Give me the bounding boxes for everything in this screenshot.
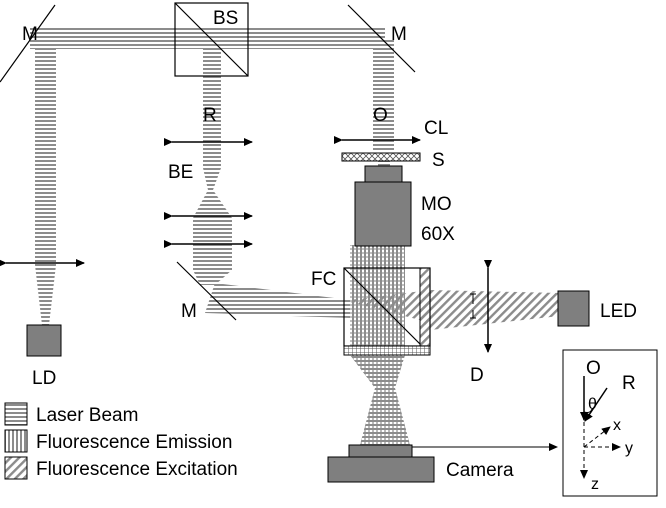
label-filter-cube: FC [311, 269, 336, 290]
component-labels: M BS M R O CL S BE MO 60X FC M LED D LD … [22, 8, 637, 481]
mirrors [0, 4, 416, 321]
top-beam [30, 27, 385, 49]
excitation-filter [419, 267, 431, 347]
label-objective-mag: 60X [421, 224, 455, 245]
laser-beam-paths [30, 27, 560, 445]
label-laser-diode: LD [32, 368, 56, 389]
microscope-objective [354, 165, 412, 247]
inset-theta-arc [583, 408, 593, 414]
legend-label-excitation: Fluorescence Excitation [36, 459, 238, 480]
inset-theta-label: θ [588, 396, 597, 413]
mirror-right [347, 4, 416, 73]
diaphragm [470, 293, 476, 319]
label-mirror-lower: M [181, 301, 197, 322]
lenses [0, 136, 492, 353]
object-beam [373, 40, 394, 150]
label-mirror-right: M [391, 24, 407, 45]
led-source [557, 290, 590, 327]
sample-slide [341, 152, 421, 162]
label-beam-splitter: BS [213, 8, 238, 29]
inset-x-label: x [613, 417, 621, 434]
legend-swatch-excitation [4, 456, 28, 480]
legend-swatch-emission [4, 429, 28, 453]
angle-inset: O R θ x y z [562, 349, 658, 497]
laser-diode [26, 324, 62, 357]
label-object: O [373, 105, 388, 126]
label-mirror-left: M [22, 24, 38, 45]
label-led: LED [600, 301, 637, 322]
inset-x-axis [583, 426, 611, 448]
reference-beam [193, 40, 232, 285]
label-sample: S [432, 150, 445, 171]
reference-beam-to-cube [205, 283, 350, 318]
filter-cube [343, 267, 431, 356]
inset-y-label: y [625, 440, 633, 457]
camera-beam-emission [350, 355, 410, 445]
label-condenser: CL [424, 118, 448, 139]
label-objective-mo: MO [421, 194, 452, 215]
camera [327, 444, 435, 483]
emission-filter [343, 345, 431, 356]
legend: Laser Beam Fluorescence Emission Fluores… [4, 402, 238, 480]
legend-label-laser: Laser Beam [36, 405, 138, 426]
legend-swatch-laser [4, 402, 28, 426]
inset-reference-arrow [584, 387, 608, 422]
mirror-lower [176, 261, 237, 321]
inset-r-label: R [622, 373, 636, 394]
beam-splitter [174, 2, 249, 77]
label-camera: Camera [446, 460, 514, 481]
laser-through-cube [350, 245, 405, 350]
mirror-left [0, 4, 56, 83]
inset-o-label: O [586, 358, 601, 379]
left-beam [35, 40, 56, 325]
inset-z-label: z [591, 476, 599, 493]
label-diaphragm: D [470, 365, 484, 386]
legend-label-emission: Fluorescence Emission [36, 432, 232, 453]
label-reference: R [203, 105, 217, 126]
label-beam-expander: BE [168, 162, 193, 183]
